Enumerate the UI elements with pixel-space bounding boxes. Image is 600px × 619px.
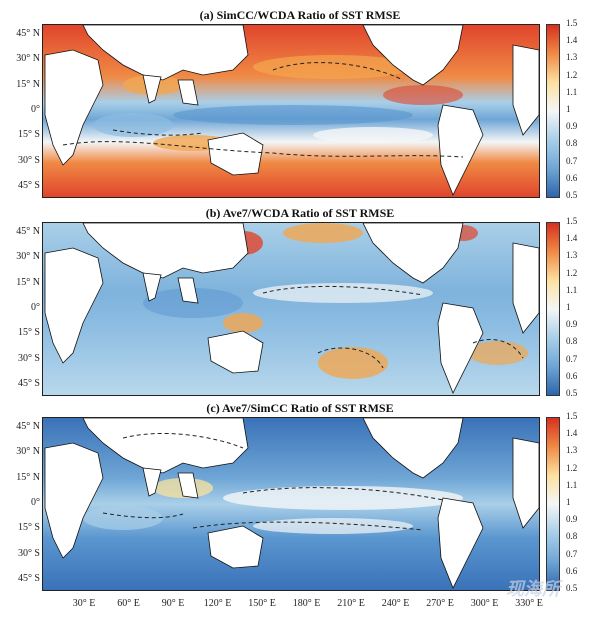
lon-label: 90° E <box>161 598 185 609</box>
lon-label: 60° E <box>117 598 140 609</box>
lon-label: 330° E <box>515 598 543 609</box>
colorbar-tick: 1.2 <box>566 462 578 473</box>
lat-label: 30° S <box>17 352 40 364</box>
map-c <box>42 417 540 591</box>
colorbar-tick: 1 <box>566 497 571 507</box>
panel-title-a: (a) SimCC/WCDA Ratio of SST RMSE <box>199 8 401 22</box>
watermark: 现海所 <box>506 579 560 599</box>
lat-label: 0° <box>31 104 40 115</box>
lat-label: 0° <box>31 497 40 508</box>
colorbar-tick: 0.5 <box>566 583 578 593</box>
colorbar-tick: 1.4 <box>566 35 578 46</box>
colorbar-tick: 1.2 <box>566 69 578 80</box>
colorbar-tick: 0.9 <box>566 319 578 330</box>
lat-label: 15° N <box>16 78 40 90</box>
colorbar-tick: 1.5 <box>566 216 578 226</box>
colorbar-tick: 1.1 <box>566 86 578 97</box>
map-a <box>42 24 540 198</box>
panel-title-c: (c) Ave7/SimCC Ratio of SST RMSE <box>206 401 394 415</box>
colorbar-tick: 0.7 <box>566 548 578 559</box>
colorbar-tick: 0.8 <box>566 138 578 149</box>
lat-label: 45° S <box>17 378 40 389</box>
colorbar-tick: 1.5 <box>566 411 578 421</box>
lat-label: 45° N <box>16 421 40 432</box>
colorbar-c <box>546 417 560 591</box>
lon-label: 180° E <box>292 598 321 609</box>
lat-label: 15° N <box>16 276 40 288</box>
lat-label: 15° S <box>17 522 40 534</box>
lon-label: 240° E <box>381 598 410 609</box>
map-c-svg <box>43 418 539 590</box>
lat-label: 30° N <box>16 446 40 458</box>
lat-label: 15° S <box>17 129 40 141</box>
lat-label: 30° N <box>16 53 40 65</box>
lat-label: 45° N <box>16 226 40 237</box>
colorbar-tick: 0.5 <box>566 190 578 200</box>
lat-label: 45° N <box>16 28 40 39</box>
lat-label: 15° N <box>16 471 40 483</box>
colorbar-tick: 1.3 <box>566 250 578 261</box>
lon-label: 30° E <box>72 598 96 609</box>
colorbar-tick: 0.8 <box>566 531 578 542</box>
panel-title-b: (b) Ave7/WCDA Ratio of SST RMSE <box>205 206 395 220</box>
colorbar-tick: 0.8 <box>566 336 578 347</box>
colorbar-tick: 1.5 <box>566 18 578 28</box>
colorbar-tick: 1.3 <box>566 445 578 456</box>
colorbar-tick: 0.7 <box>566 155 578 166</box>
lat-label: 45° S <box>17 180 40 191</box>
lat-label: 45° S <box>17 573 40 584</box>
colorbar-tick: 1.3 <box>566 52 578 63</box>
colorbar-tick: 1.1 <box>566 284 578 295</box>
colorbar-tick: 1.1 <box>566 479 578 490</box>
colorbar-tick: 1 <box>566 104 571 114</box>
colorbar-tick: 1.2 <box>566 267 578 278</box>
colorbar-tick: 0.7 <box>566 353 578 364</box>
colorbar-tick: 1.4 <box>566 233 578 244</box>
colorbar-tick: 0.9 <box>566 121 578 132</box>
lat-label: 30° S <box>17 154 40 166</box>
colorbar-b <box>546 222 560 396</box>
lat-label: 15° S <box>17 327 40 339</box>
lat-label: 30° N <box>16 251 40 263</box>
colorbar-tick: 0.6 <box>566 370 578 381</box>
map-a-svg <box>43 25 539 197</box>
colorbar-tick: 0.6 <box>566 172 578 183</box>
colorbar-tick: 0.9 <box>566 514 578 525</box>
colorbar-a <box>546 24 560 198</box>
lon-label: 150° E <box>248 598 276 609</box>
colorbar-tick: 1.4 <box>566 428 578 439</box>
colorbar-tick: 0.6 <box>566 565 578 576</box>
lon-label: 120° E <box>203 598 232 609</box>
colorbar-tick: 0.5 <box>566 388 578 398</box>
lon-label: 210° E <box>337 598 365 609</box>
map-b <box>42 222 540 396</box>
lon-label: 270° E <box>426 598 454 609</box>
lon-label: 300° E <box>470 598 499 609</box>
lat-label: 0° <box>31 302 40 313</box>
colorbar-tick: 1 <box>566 302 571 312</box>
map-b-svg <box>43 223 539 395</box>
lat-label: 30° S <box>17 547 40 559</box>
